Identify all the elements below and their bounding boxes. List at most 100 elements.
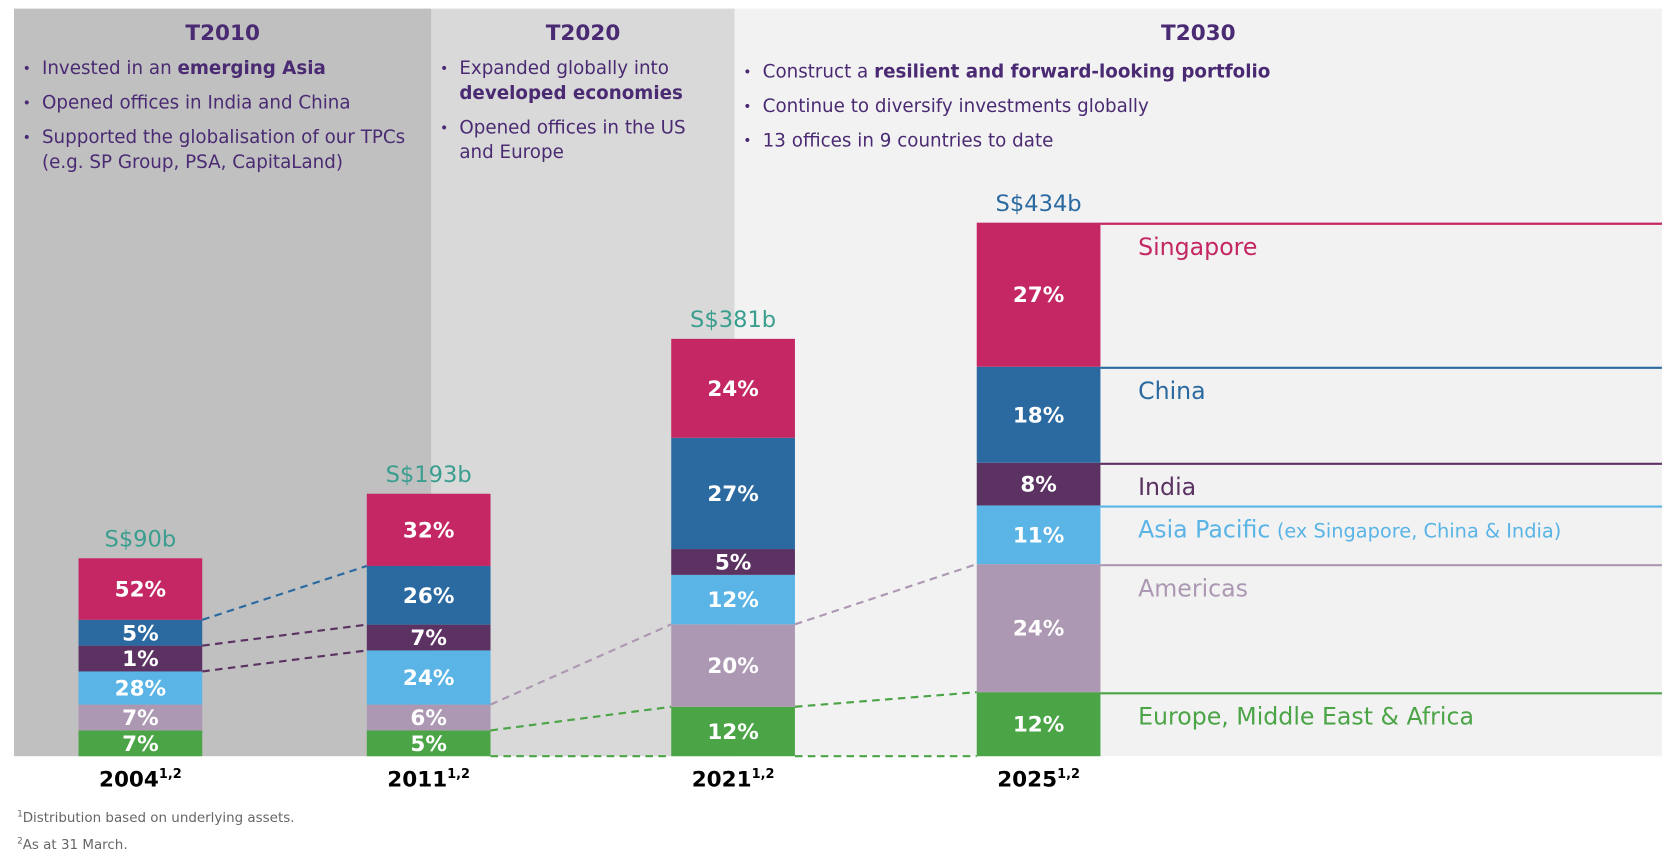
bar-segment-asia-pacific <box>976 505 1101 565</box>
bar-segment-china <box>78 619 203 646</box>
bar-2011: 5%6% 24% 7% 26% 32% S$193b <box>366 462 491 757</box>
data-label: 7% <box>122 732 159 757</box>
data-label: 8% <box>1020 473 1057 498</box>
legend-name: Singapore <box>1138 233 1257 261</box>
bullet-text: resilient and forward-looking portfolio <box>874 61 1271 83</box>
year-text: 2004 <box>98 765 159 792</box>
bar-segment-europe-middle-east-africa <box>976 692 1101 757</box>
footnote-text: Distribution based on underlying assets. <box>22 809 295 826</box>
legend-name: Asia Pacific <box>1138 516 1270 544</box>
footnote-text: As at 31 March. <box>22 835 128 853</box>
bar-segment-europe-middle-east-africa <box>671 706 795 757</box>
footnote-2: 2As at 31 March. <box>17 836 127 852</box>
connector-line <box>490 623 672 706</box>
data-label: 12% <box>1013 713 1064 738</box>
bar-segment-china <box>976 366 1101 463</box>
data-label: 5% <box>715 550 752 575</box>
footnote-ref: 1,2 <box>751 766 775 782</box>
panel-title: T2010 <box>185 19 260 46</box>
bullet-text: developed economies <box>459 82 683 105</box>
data-label: 20% <box>707 654 758 679</box>
data-label: 1% <box>122 647 159 672</box>
footnote-ref: 1,2 <box>158 766 182 782</box>
bullet-text: 13 offices in 9 countries to date <box>762 130 1054 152</box>
bullet-item: Expanded globally into developed economi… <box>436 57 716 106</box>
category-label: 20111,2 <box>343 766 515 792</box>
bullet-text: Opened offices in India and China <box>41 92 351 115</box>
data-label: 27% <box>1013 283 1064 308</box>
connector-line <box>794 563 978 626</box>
legend-suffix: (ex Singapore, China & India) <box>1277 520 1561 543</box>
bar-segment-americas <box>671 624 795 707</box>
bullet-text: Construct a <box>762 61 875 83</box>
total-label: S$193b <box>386 462 472 488</box>
bullet-text: Opened offices in the US and Europe <box>459 117 686 164</box>
footnote-ref: 1,2 <box>447 766 471 782</box>
bar-segment-india <box>366 624 491 651</box>
bullet-text: Supported the globalisation of our TPCs … <box>41 126 406 174</box>
bar-2004: 7%7% 28% 1%5% 52% S$90b <box>78 526 203 757</box>
legend-name: Americas <box>1138 574 1248 602</box>
bullet-item: Invested in an emerging Asia <box>18 57 427 82</box>
data-label: 24% <box>1013 617 1064 642</box>
connector-line <box>201 564 368 621</box>
data-label: 27% <box>707 482 758 507</box>
bar-segment-europe-middle-east-africa <box>366 730 491 757</box>
legend-label: Asia Pacific (ex Singapore, China & India… <box>1138 516 1561 544</box>
footnote-mark: 1 <box>17 808 23 819</box>
bullet-list: Invested in an emerging Asia Opened offic… <box>18 57 427 185</box>
bullet-item: Continue to diversify investments global… <box>739 95 1492 120</box>
bullet-item: Opened offices in the US and Europe <box>436 116 716 165</box>
data-label: 32% <box>403 518 454 543</box>
bar-segment-americas <box>976 564 1101 693</box>
total-label: S$434b <box>996 191 1082 217</box>
bar-segment-europe-middle-east-africa <box>78 730 203 757</box>
data-label: 12% <box>707 588 758 613</box>
data-label: 28% <box>115 677 166 702</box>
data-label: 18% <box>1013 403 1064 428</box>
bar-segment-india <box>671 549 795 575</box>
legend-label: China <box>1138 377 1206 405</box>
footnote-mark: 2 <box>17 835 23 846</box>
category-label: 20041,2 <box>54 766 226 792</box>
footnote-ref: 1,2 <box>1057 766 1080 782</box>
data-label: 5% <box>410 732 447 757</box>
year-text: 2021 <box>691 765 752 792</box>
bullet-text: Expanded globally into <box>459 58 669 80</box>
data-label: 11% <box>1013 523 1064 548</box>
connector-line <box>202 623 367 647</box>
bullet-text: Continue to diversify investments global… <box>762 95 1149 118</box>
bar-segment-americas <box>78 704 203 731</box>
footnote-1: 1Distribution based on underlying assets… <box>17 809 294 825</box>
bar-segment-singapore <box>671 338 795 438</box>
bullet-item: Construct a resilient and forward-lookin… <box>739 60 1492 85</box>
connector-line <box>794 691 977 708</box>
bar-segment-asia-pacific <box>671 574 795 625</box>
category-label: 20211,2 <box>647 766 819 792</box>
bar-2025: 12% 24% 11% 8% 18% 27% S$434b <box>976 191 1101 757</box>
category-label: 20251,2 <box>953 766 1125 792</box>
bullet-item: Opened offices in India and China <box>18 91 427 116</box>
bar-segment-singapore <box>78 558 203 620</box>
data-label: 24% <box>403 666 454 691</box>
data-label: 24% <box>707 377 758 402</box>
total-label: S$90b <box>104 526 176 552</box>
total-label: S$381b <box>690 307 776 333</box>
bar-segment-india <box>78 645 203 672</box>
legend-label: India <box>1138 473 1196 501</box>
connector-line <box>202 649 367 673</box>
bar-segment-singapore <box>366 493 491 566</box>
bullet-list: Construct a resilient and forward-lookin… <box>739 60 1492 163</box>
legend-name: China <box>1138 377 1206 405</box>
legend-label: Americas <box>1138 574 1248 602</box>
bar-segment-asia-pacific <box>78 671 203 705</box>
bar-segment-india <box>976 462 1101 506</box>
bullet-list: Expanded globally into developed economi… <box>436 57 716 175</box>
legend-label: Singapore <box>1138 233 1257 261</box>
bullet-text: Invested in an <box>41 58 178 80</box>
bar-segment-americas <box>366 704 491 731</box>
year-text: 2025 <box>997 765 1058 792</box>
bullet-text: emerging Asia <box>177 58 326 80</box>
